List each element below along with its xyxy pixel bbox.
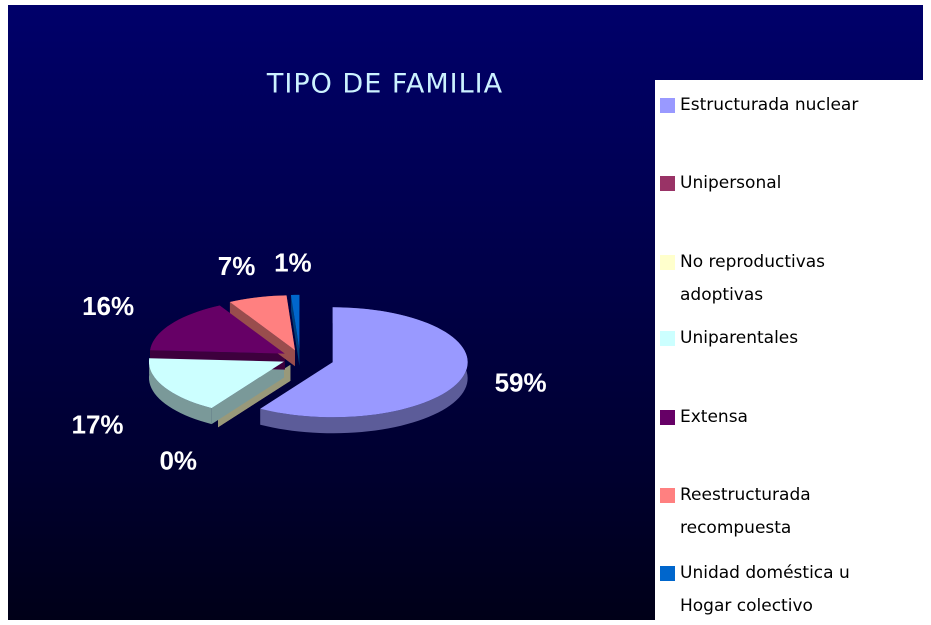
legend-swatch [660,566,675,581]
legend-item: Uniparentales [660,322,925,355]
slice-wall [290,295,300,366]
data-label: 1% [274,248,312,278]
legend-swatch [660,176,675,191]
legend-label: Uniparentales [680,328,799,348]
data-label: 17% [71,409,123,439]
pie-slice [290,294,300,350]
pie-tops [148,294,468,418]
slice-side [260,307,468,434]
legend-swatch [660,410,675,425]
legend-item: Extensa [660,401,925,434]
legend-item: Unipersonal [660,167,925,200]
pie-slice [148,358,284,409]
legend-label: No reproductivas adoptivas [680,252,826,305]
legend-label: Extensa [680,407,748,427]
pie-slice [150,305,285,354]
legend-label: Estructurada nuclear [680,95,859,115]
legend-swatch [660,255,675,270]
data-label: 59% [495,367,547,397]
data-label: 7% [218,251,256,281]
legend-swatch [660,331,675,346]
legend-item: Estructurada nuclear [660,89,925,122]
legend-swatch [660,488,675,503]
chart-title: TIPO DE FAMILIA [266,69,503,100]
legend-swatch [660,98,675,113]
legend-label: Reestructurada recompuesta [680,485,811,538]
data-label: 16% [82,291,134,321]
slice-wall [211,361,284,425]
legend-item: Unidad doméstica u Hogar colectivo [660,557,925,623]
slice-side [148,358,212,425]
legend-item: No reproductivas adoptivas [660,246,925,312]
pie-slice [260,307,468,418]
legend-label: Unidad doméstica u Hogar colectivo [680,563,850,616]
legend-item: Reestructurada recompuesta [660,479,925,545]
legend: Estructurada nuclear Unipersonal No reprod… [655,80,931,625]
legend-label: Unipersonal [680,173,782,193]
pie-slice [229,295,295,351]
data-label: 0% [159,446,197,476]
